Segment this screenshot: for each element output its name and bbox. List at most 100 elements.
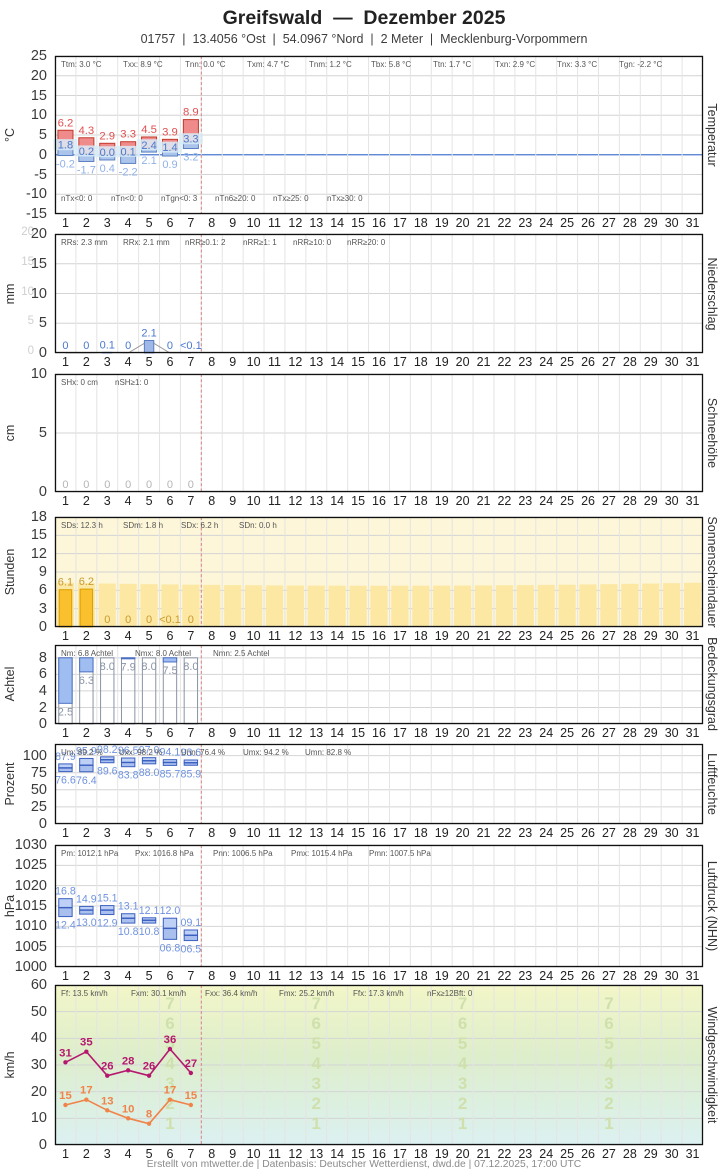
svg-text:10: 10 — [122, 1103, 135, 1115]
svg-text:3: 3 — [458, 1074, 467, 1093]
svg-text:6.2: 6.2 — [79, 576, 94, 588]
svg-text:87.9: 87.9 — [55, 751, 76, 763]
svg-text:10.8: 10.8 — [118, 926, 139, 938]
svg-text:88.0: 88.0 — [139, 767, 160, 779]
svg-text:16.8: 16.8 — [55, 886, 76, 898]
svg-text:17: 17 — [164, 1085, 177, 1097]
svg-text:06.5: 06.5 — [181, 944, 202, 956]
svg-text:06.8: 06.8 — [160, 942, 181, 954]
svg-text:0: 0 — [188, 479, 194, 491]
svg-text:95.9: 95.9 — [76, 745, 97, 757]
svg-text:0: 0 — [167, 340, 173, 352]
svg-text:31: 31 — [59, 1047, 72, 1059]
svg-text:6: 6 — [458, 1014, 467, 1033]
svg-text:2.4: 2.4 — [141, 140, 156, 152]
svg-text:-2.2: -2.2 — [119, 166, 138, 178]
svg-text:2.5: 2.5 — [58, 706, 73, 718]
svg-text:7.9: 7.9 — [121, 662, 136, 674]
svg-text:14.9: 14.9 — [76, 893, 97, 905]
svg-text:1.4: 1.4 — [162, 142, 177, 154]
svg-text:7: 7 — [458, 994, 467, 1013]
svg-text:2.9: 2.9 — [99, 130, 115, 142]
svg-text:0: 0 — [83, 479, 89, 491]
svg-text:0: 0 — [62, 479, 68, 491]
svg-text:0: 0 — [146, 614, 152, 626]
svg-text:2: 2 — [604, 1094, 613, 1113]
svg-text:8: 8 — [146, 1109, 152, 1121]
svg-text:1: 1 — [458, 1114, 467, 1133]
svg-text:15: 15 — [59, 1090, 72, 1102]
svg-text:0: 0 — [83, 340, 89, 352]
svg-text:12.9: 12.9 — [97, 918, 118, 930]
svg-text:3.9: 3.9 — [162, 126, 178, 138]
svg-text:7: 7 — [165, 994, 174, 1013]
svg-text:0: 0 — [146, 479, 152, 491]
svg-text:3: 3 — [312, 1074, 321, 1093]
svg-text:76.4: 76.4 — [76, 775, 97, 787]
svg-text:5: 5 — [604, 1034, 613, 1053]
svg-text:2: 2 — [312, 1094, 321, 1113]
svg-text:8.9: 8.9 — [183, 107, 199, 119]
svg-text:85.7: 85.7 — [160, 768, 181, 780]
svg-text:85.9: 85.9 — [181, 768, 202, 780]
svg-text:3.3: 3.3 — [120, 129, 136, 141]
svg-text:0.9: 0.9 — [162, 159, 177, 171]
svg-text:28: 28 — [122, 1055, 135, 1067]
svg-text:6.3: 6.3 — [79, 675, 94, 687]
svg-text:-0.2: -0.2 — [56, 159, 75, 171]
svg-text:0: 0 — [104, 479, 110, 491]
svg-text:2.1: 2.1 — [141, 328, 156, 340]
svg-text:1: 1 — [312, 1114, 321, 1133]
svg-text:94.1: 94.1 — [160, 747, 181, 759]
svg-text:4.3: 4.3 — [78, 125, 94, 137]
svg-text:3.3: 3.3 — [183, 134, 198, 146]
svg-text:5: 5 — [312, 1034, 321, 1053]
svg-text:8.0: 8.0 — [100, 661, 115, 673]
svg-text:13: 13 — [101, 1095, 114, 1107]
svg-text:0.1: 0.1 — [121, 146, 136, 158]
svg-text:12.1: 12.1 — [139, 905, 160, 917]
svg-text:4: 4 — [458, 1054, 468, 1073]
svg-text:0: 0 — [125, 479, 131, 491]
svg-text:4: 4 — [604, 1054, 614, 1073]
svg-text:<0.1: <0.1 — [159, 614, 181, 626]
svg-text:-1.7: -1.7 — [77, 164, 96, 176]
svg-text:10.8: 10.8 — [139, 926, 160, 938]
svg-text:7: 7 — [604, 994, 613, 1013]
svg-text:0: 0 — [125, 340, 131, 352]
svg-text:6: 6 — [312, 1014, 321, 1033]
svg-text:0.4: 0.4 — [100, 163, 115, 175]
svg-text:3.2: 3.2 — [183, 152, 198, 164]
svg-text:1: 1 — [165, 1114, 174, 1133]
svg-text:96.5: 96.5 — [118, 745, 139, 757]
svg-text:0.2: 0.2 — [79, 146, 94, 158]
svg-text:26: 26 — [143, 1061, 156, 1073]
svg-text:27: 27 — [185, 1058, 198, 1070]
svg-text:12.0: 12.0 — [160, 905, 181, 917]
svg-text:98.2: 98.2 — [97, 744, 118, 756]
svg-text:35: 35 — [80, 1037, 93, 1049]
svg-text:12.4: 12.4 — [55, 920, 76, 932]
svg-text:6.2: 6.2 — [58, 117, 74, 129]
svg-text:0: 0 — [167, 479, 173, 491]
svg-text:89.6: 89.6 — [97, 766, 118, 778]
svg-text:0: 0 — [104, 614, 110, 626]
svg-text:7: 7 — [312, 994, 321, 1013]
svg-text:4.5: 4.5 — [141, 124, 157, 136]
svg-text:3: 3 — [604, 1074, 613, 1093]
svg-text:13.1: 13.1 — [118, 901, 139, 913]
svg-text:6: 6 — [604, 1014, 613, 1033]
svg-text:6.1: 6.1 — [58, 577, 73, 589]
svg-text:0: 0 — [125, 614, 131, 626]
svg-text:1: 1 — [604, 1114, 613, 1133]
svg-text:4: 4 — [165, 1054, 175, 1073]
svg-text:15.1: 15.1 — [97, 893, 118, 905]
svg-text:0.0: 0.0 — [100, 147, 115, 159]
svg-text:1.8: 1.8 — [58, 140, 73, 152]
svg-text:36: 36 — [164, 1034, 177, 1046]
svg-text:4: 4 — [312, 1054, 322, 1073]
svg-text:8.0: 8.0 — [183, 661, 198, 673]
svg-text:2.1: 2.1 — [141, 155, 156, 167]
svg-text:15: 15 — [185, 1090, 198, 1102]
svg-text:17: 17 — [80, 1085, 93, 1097]
